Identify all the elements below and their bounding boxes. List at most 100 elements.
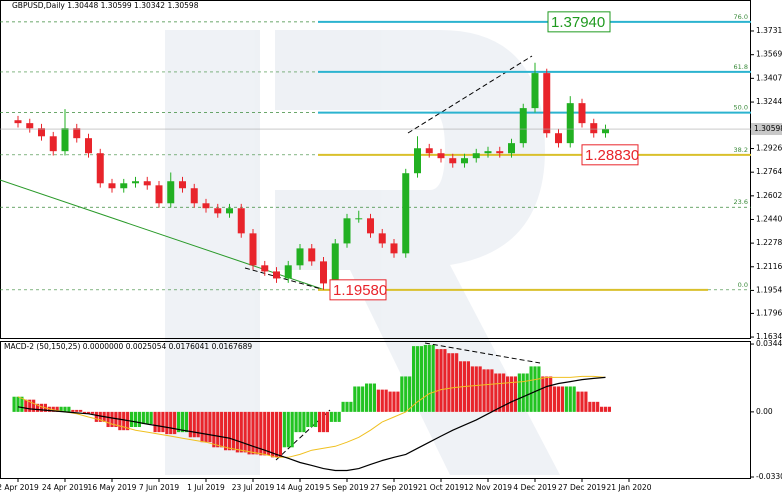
candle-body: [508, 143, 515, 154]
price-label: 1.28830: [585, 147, 639, 164]
histogram-bar: [12, 396, 16, 412]
histogram-bar: [607, 406, 611, 412]
histogram-bar: [24, 399, 28, 412]
histogram-bar: [314, 411, 318, 428]
candle-body: [461, 158, 468, 164]
fib-label: 38.2: [734, 146, 748, 154]
histogram-bar: [310, 411, 314, 428]
candle-body: [449, 158, 457, 164]
histogram-bar: [553, 386, 557, 412]
histogram-bar: [161, 411, 165, 433]
histogram-bar: [133, 411, 138, 428]
y-tick-label: 1.27640: [756, 167, 782, 176]
candle-body: [331, 243, 339, 284]
histogram-bar: [51, 406, 55, 412]
watermark: [165, 30, 560, 475]
histogram-bar: [365, 383, 369, 412]
histogram-bar: [63, 406, 67, 412]
histogram-bar: [294, 411, 298, 433]
x-tick-label: 4 Dec 2019: [513, 483, 556, 492]
x-tick-label: 14 Aug 2019: [276, 483, 324, 492]
candle-body: [143, 181, 151, 186]
candle-body: [14, 120, 22, 124]
candle-body: [519, 108, 527, 144]
histogram-bar: [556, 386, 561, 412]
fib-label: 61.8: [734, 63, 748, 71]
price-label-box: [581, 144, 639, 166]
histogram-bar: [204, 411, 208, 443]
candle-body: [85, 138, 92, 154]
histogram-bar: [271, 411, 275, 458]
histogram-bar: [521, 373, 525, 412]
histogram-bar: [83, 411, 87, 414]
histogram-bar: [427, 344, 431, 412]
histogram-bar: [384, 389, 388, 412]
candle-body: [214, 208, 222, 214]
histogram-bar: [251, 411, 255, 455]
histogram-bar: [220, 411, 224, 448]
histogram-bar: [513, 376, 517, 412]
histogram-bar: [576, 391, 580, 412]
y-tick-label: 1.19540: [756, 285, 782, 294]
current-price-box: [751, 123, 782, 136]
histogram-bar: [165, 411, 169, 435]
histogram-bar: [447, 353, 451, 412]
trend-line: [407, 55, 533, 134]
histogram-bar: [541, 376, 545, 412]
candle-body: [590, 123, 598, 134]
histogram-bar: [94, 411, 98, 422]
candle-body: [555, 133, 562, 144]
histogram-bar: [75, 409, 79, 412]
histogram-bar: [286, 411, 290, 448]
x-tick-label: 12 Nov 2019: [464, 483, 512, 492]
histogram-bar: [231, 411, 235, 451]
candle-body: [249, 233, 257, 266]
candle-body: [390, 243, 398, 254]
histogram-bar: [380, 389, 384, 412]
histogram-bar: [372, 383, 376, 412]
histogram-bar: [400, 376, 404, 412]
watermark-bar: [165, 30, 260, 475]
candle-body: [367, 218, 374, 234]
histogram-bar: [396, 391, 400, 412]
candle-body: [108, 183, 116, 189]
price-label-box: [329, 279, 387, 301]
histogram-bar: [216, 411, 220, 448]
histogram-bar: [451, 353, 455, 412]
x-tick-label: 16 May 2019: [88, 483, 137, 492]
histogram-bar: [200, 411, 204, 443]
histogram-bar: [596, 401, 600, 412]
histogram-bar: [278, 411, 282, 458]
histogram-bar: [525, 373, 529, 412]
histogram-bar: [274, 411, 279, 458]
histogram-bar: [71, 409, 75, 412]
histogram-bar: [361, 386, 365, 412]
candle-body: [566, 103, 574, 144]
histogram-bar: [490, 369, 494, 412]
price-panel: [0, 0, 751, 339]
candle-body: [38, 128, 45, 137]
histogram-bar: [79, 409, 83, 412]
histogram-bar: [145, 411, 149, 425]
histogram-bar: [32, 399, 36, 412]
candle-body: [484, 151, 492, 154]
candle-body: [73, 128, 81, 139]
indicator-line: [17, 376, 606, 472]
histogram-bar: [212, 411, 216, 448]
histogram-bar: [423, 344, 427, 412]
histogram-bar: [302, 411, 306, 433]
x-tick-label: 2 Apr 2019: [0, 483, 39, 492]
candle-body: [402, 173, 410, 254]
price-label-box: [547, 11, 611, 33]
candle-body: [61, 128, 69, 152]
candle-body: [531, 73, 539, 109]
y-tick-label: 1.24400: [756, 214, 782, 223]
histogram-bar: [59, 406, 63, 412]
candle-body: [296, 248, 304, 266]
x-tick-label: 24 Apr 2019: [42, 483, 89, 492]
candle-body: [167, 181, 175, 204]
y-tick-label: 1.34070: [756, 73, 782, 82]
histogram-bar: [572, 386, 576, 412]
histogram-bar: [180, 411, 185, 433]
